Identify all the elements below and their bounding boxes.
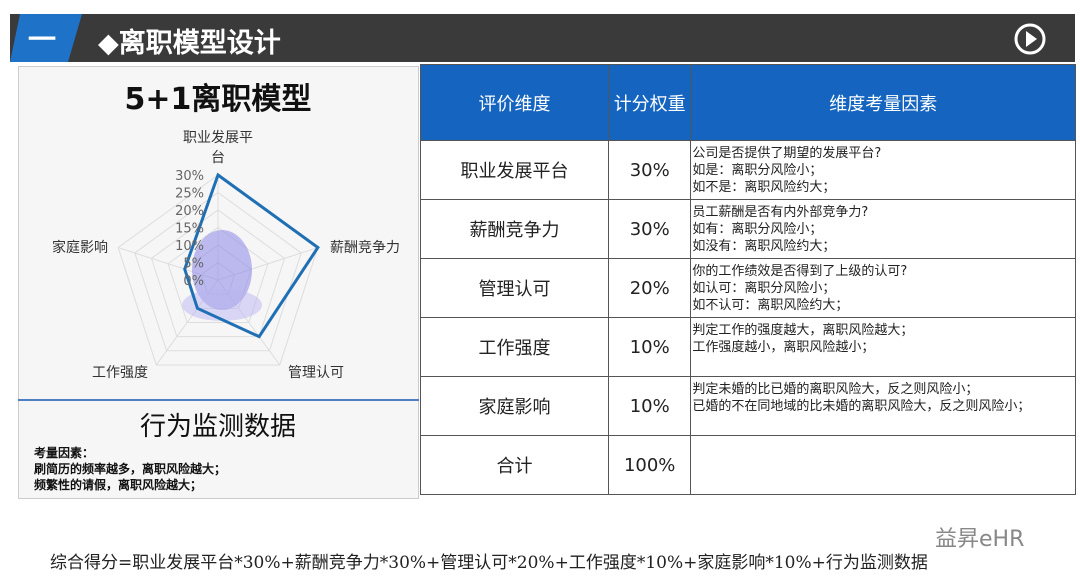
table: 评价维度 计分权重 维度考量因素 职业发展平台 30% 公司是否提供了期望的发展平台? 如是… [420, 64, 1076, 495]
watermark: 益昇eHR [935, 527, 1025, 552]
factor-cell: 判定工作的强度越大，离职风险越大； 工作强度越小，离职风险越小； [690, 317, 1076, 377]
factor-line: 公司是否提供了期望的发展平台? [692, 146, 882, 161]
grid-line [167, 226, 269, 323]
monitor-title: 行为监测数据 [139, 412, 296, 442]
category-label: 管理认可 [288, 365, 344, 381]
factor-line: 如是：离职分风险小； [692, 163, 823, 178]
r-tick-label: 25% [175, 187, 204, 202]
header-row: 评价维度 计分权重 维度考量因素 [420, 64, 1076, 141]
factor-cell: 员工薪酬是否有内外部竞争力? 如有：离职分风险小； 如没有：离职风险约大； [690, 199, 1076, 259]
factor-line: 判定未婚的比已婚的离职风险大，反之则风险小； [692, 382, 979, 397]
grid-line [150, 209, 286, 338]
factor-line: 如没有：离职风险约大； [692, 239, 836, 254]
formula: 综合得分=职业发展平台*30%+薪酬竞争力*30%+管理认可*20%+工作强度*… [50, 553, 928, 573]
header-bar: 一 ◆离职模型设计 [10, 14, 1075, 62]
r-tick-label: 10% [175, 239, 204, 254]
grid-line [134, 191, 302, 352]
dimension-cell: 家庭影响 [420, 376, 609, 436]
factor-line: 员工薪酬是否有内外部竞争力? [692, 205, 869, 220]
table-row: 职业发展平台 30% 公司是否提供了期望的发展平台? 如是：离职分风险小； 如不是：离职… [420, 140, 1076, 200]
header-cell: 计分权重 [607, 64, 692, 141]
table-row: 薪酬竞争力 30% 员工薪酬是否有内外部竞争力? 如有：离职分风险小； 如没有：离职风险… [420, 199, 1076, 259]
dimension-cell: 工作强度 [420, 317, 609, 377]
table-row: 管理认可 20% 你的工作绩效是否得到了上级的认可? 如认可：离职分风险小； 如不认可：… [420, 258, 1076, 318]
r-tick-label: 30% [175, 169, 204, 184]
category-label: 工作强度 [92, 365, 148, 381]
table-row: 合计 100% [420, 435, 1076, 495]
monitor-line: 考量因素： [34, 446, 95, 460]
play-button[interactable] [1013, 22, 1047, 56]
r-tick-label: 20% [175, 204, 204, 219]
factor-cell: 你的工作绩效是否得到了上级的认可? 如认可：离职分风险小； 如不认可：离职风险约大； [690, 258, 1076, 318]
r-tick-label: 5% [183, 257, 204, 272]
header-cell: 维度考量因素 [690, 64, 1076, 141]
header-index: 一 [28, 23, 56, 56]
category-label: 薪酬竞争力 [330, 240, 400, 256]
dimension-cell: 合计 [420, 435, 609, 495]
monitor-line: 刷简历的频率越多，离职风险越大； [34, 462, 227, 476]
factor-line: 如有：离职分风险小； [692, 222, 823, 237]
weight-cell: 30% [607, 199, 692, 259]
header-tab: 一 [10, 14, 82, 62]
factor-line: 如认可：离职分风险小； [692, 281, 836, 296]
factor-cell: 公司是否提供了期望的发展平台? 如是：离职分风险小； 如不是：离职风险约大； [690, 140, 1076, 200]
factor-cell: 判定未婚的比已婚的离职风险大，反之则风险小； 已婚的不在同地域的比未婚的离职风险大… [690, 376, 1076, 436]
factor-line: 判定工作的强度越大，离职风险越大； [692, 323, 914, 338]
category-label: 家庭影响 [52, 240, 108, 256]
weight-cell: 20% [607, 258, 692, 318]
factor-cell [690, 435, 1076, 495]
header-title: ◆离职模型设计 [98, 28, 281, 59]
monitor-line: 频繁性的请假，离职风险越大； [34, 478, 203, 492]
radar-chart: 0% 5% 10% 15% 20% 25% 30% [117, 169, 320, 366]
r-tick-label: 0% [183, 274, 204, 289]
factor-line: 你的工作绩效是否得到了上级的认可? [692, 264, 908, 279]
factor-line: 工作强度越小，离职风险越小； [692, 340, 875, 355]
factor-line: 如不认可：离职风险约大； [692, 298, 849, 313]
dimension-cell: 职业发展平台 [420, 140, 609, 200]
factor-line: 如不是：离职风险约大； [692, 180, 836, 195]
weight-cell: 30% [607, 140, 692, 200]
weight-cell: 10% [607, 376, 692, 436]
radar-area [183, 172, 320, 339]
monitor-text: 考量因素： 刷简历的频率越多，离职风险越大； 频繁性的请假，离职风险越大； [34, 445, 226, 493]
model-title: 5+1离职模型 [124, 82, 312, 117]
dimension-cell: 管理认可 [420, 258, 609, 318]
table-row: 家庭影响 10% 判定未婚的比已婚的离职风险大，反之则风险小； 已婚的不在同地域的比未… [420, 376, 1076, 436]
r-tick-label: 15% [175, 222, 204, 237]
weight-cell: 100% [607, 435, 692, 495]
header-cell: 评价维度 [420, 64, 609, 141]
table-row: 工作强度 10% 判定工作的强度越大，离职风险越大； 工作强度越小，离职风险越小； [420, 317, 1076, 377]
factor-line: 已婚的不在同地域的比未婚的离职风险大，反之则风险小； [692, 399, 1031, 414]
weight-cell: 10% [607, 317, 692, 377]
dimension-cell: 薪酬竞争力 [420, 199, 609, 259]
divider [18, 399, 419, 401]
category-label: 职业发展平台 [183, 130, 253, 166]
